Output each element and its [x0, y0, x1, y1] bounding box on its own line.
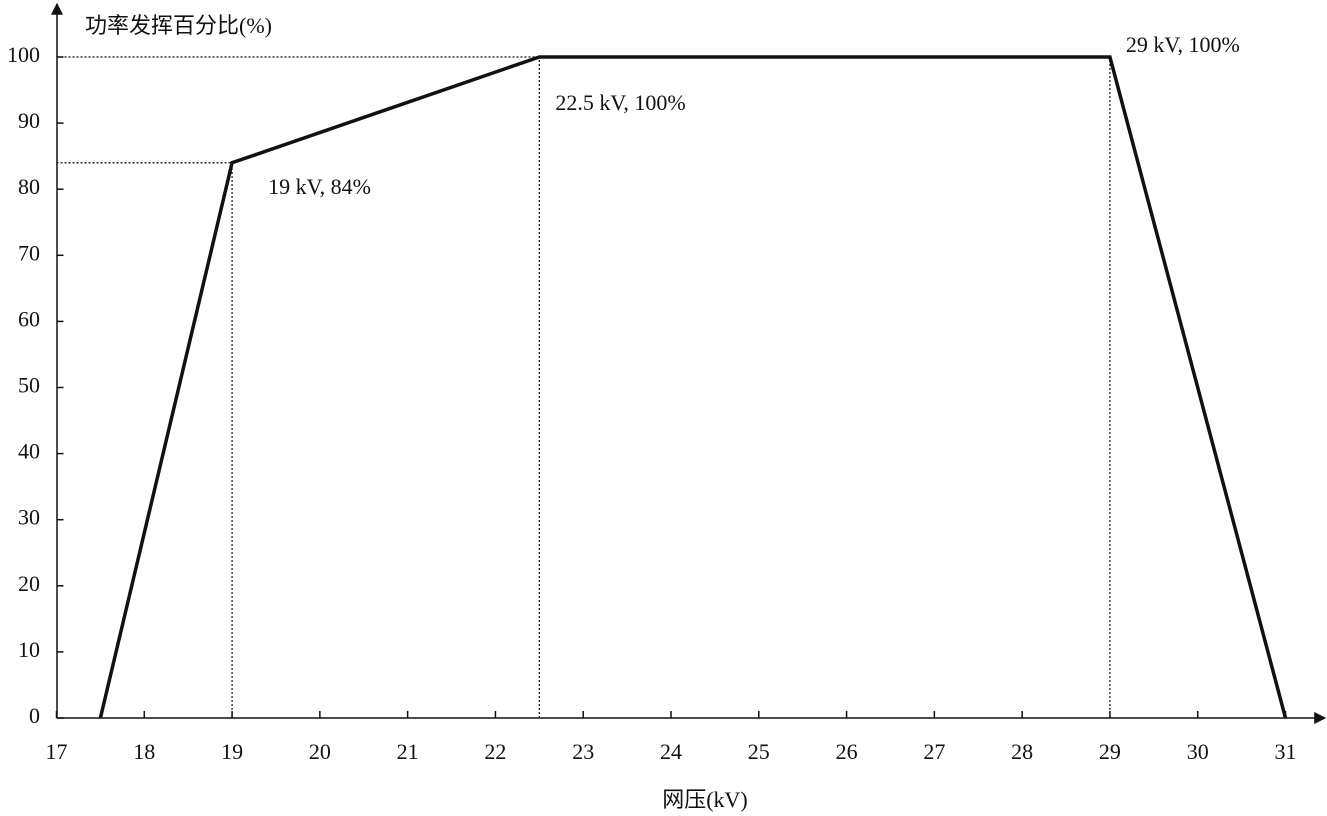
chart-title: 功率发挥百分比(%) — [85, 13, 272, 38]
x-tick-label: 26 — [836, 739, 858, 764]
y-tick-label: 30 — [18, 505, 40, 530]
y-tick-label: 100 — [7, 42, 40, 67]
x-tick-label: 18 — [133, 739, 155, 764]
x-tick-label: 28 — [1011, 739, 1033, 764]
y-tick-label: 0 — [29, 703, 40, 728]
x-tick-label: 22 — [484, 739, 506, 764]
x-tick-label: 30 — [1187, 739, 1209, 764]
x-tick-label: 31 — [1275, 739, 1297, 764]
x-tick-label: 21 — [397, 739, 419, 764]
x-tick-label: 17 — [46, 739, 68, 764]
annotation: 19 kV, 84% — [268, 174, 371, 199]
y-tick-label: 70 — [18, 240, 40, 265]
y-tick-label: 20 — [18, 571, 40, 596]
data-line — [98, 55, 1288, 719]
x-axis-title: 网压(kV) — [662, 787, 748, 812]
y-tick-label: 40 — [18, 439, 40, 464]
x-tick-label: 20 — [309, 739, 331, 764]
x-tick-label: 29 — [1099, 739, 1121, 764]
x-tick-label: 25 — [748, 739, 770, 764]
x-tick-label: 19 — [221, 739, 243, 764]
annotation: 22.5 kV, 100% — [555, 90, 685, 115]
x-tick-label: 27 — [923, 739, 945, 764]
y-tick-label: 60 — [18, 306, 40, 331]
annotation: 29 kV, 100% — [1126, 32, 1240, 57]
y-tick-label: 80 — [18, 174, 40, 199]
x-tick-label: 23 — [572, 739, 594, 764]
x-tick-label: 24 — [660, 739, 682, 764]
y-tick-label: 90 — [18, 108, 40, 133]
y-tick-label: 10 — [18, 637, 40, 662]
y-tick-label: 50 — [18, 373, 40, 398]
